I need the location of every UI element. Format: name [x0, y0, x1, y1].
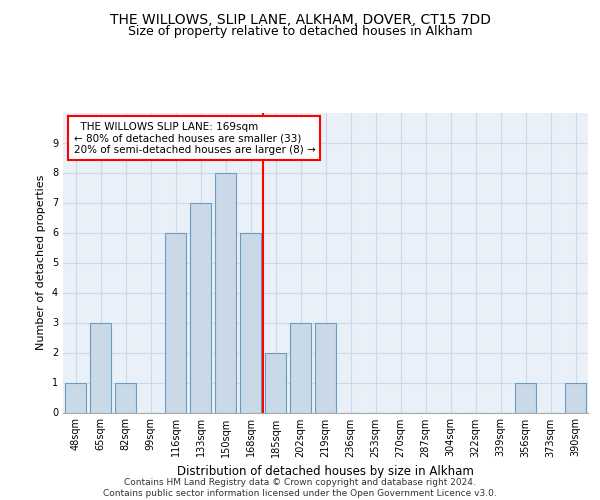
Bar: [65, 382, 86, 412]
Bar: [515, 382, 536, 412]
Y-axis label: Number of detached properties: Number of detached properties: [37, 175, 46, 350]
Bar: [315, 322, 336, 412]
Bar: [240, 232, 261, 412]
Bar: [290, 322, 311, 412]
Bar: [265, 352, 286, 412]
Text: Contains HM Land Registry data © Crown copyright and database right 2024.
Contai: Contains HM Land Registry data © Crown c…: [103, 478, 497, 498]
Bar: [165, 232, 186, 412]
Bar: [190, 202, 211, 412]
Bar: [115, 382, 136, 412]
X-axis label: Distribution of detached houses by size in Alkham: Distribution of detached houses by size …: [177, 465, 474, 478]
Bar: [215, 172, 236, 412]
Text: Size of property relative to detached houses in Alkham: Size of property relative to detached ho…: [128, 25, 472, 38]
Text: THE WILLOWS SLIP LANE: 169sqm  
← 80% of detached houses are smaller (33)
20% of: THE WILLOWS SLIP LANE: 169sqm ← 80% of d…: [74, 122, 315, 154]
Bar: [90, 322, 111, 412]
Bar: [565, 382, 586, 412]
Text: THE WILLOWS, SLIP LANE, ALKHAM, DOVER, CT15 7DD: THE WILLOWS, SLIP LANE, ALKHAM, DOVER, C…: [110, 12, 491, 26]
